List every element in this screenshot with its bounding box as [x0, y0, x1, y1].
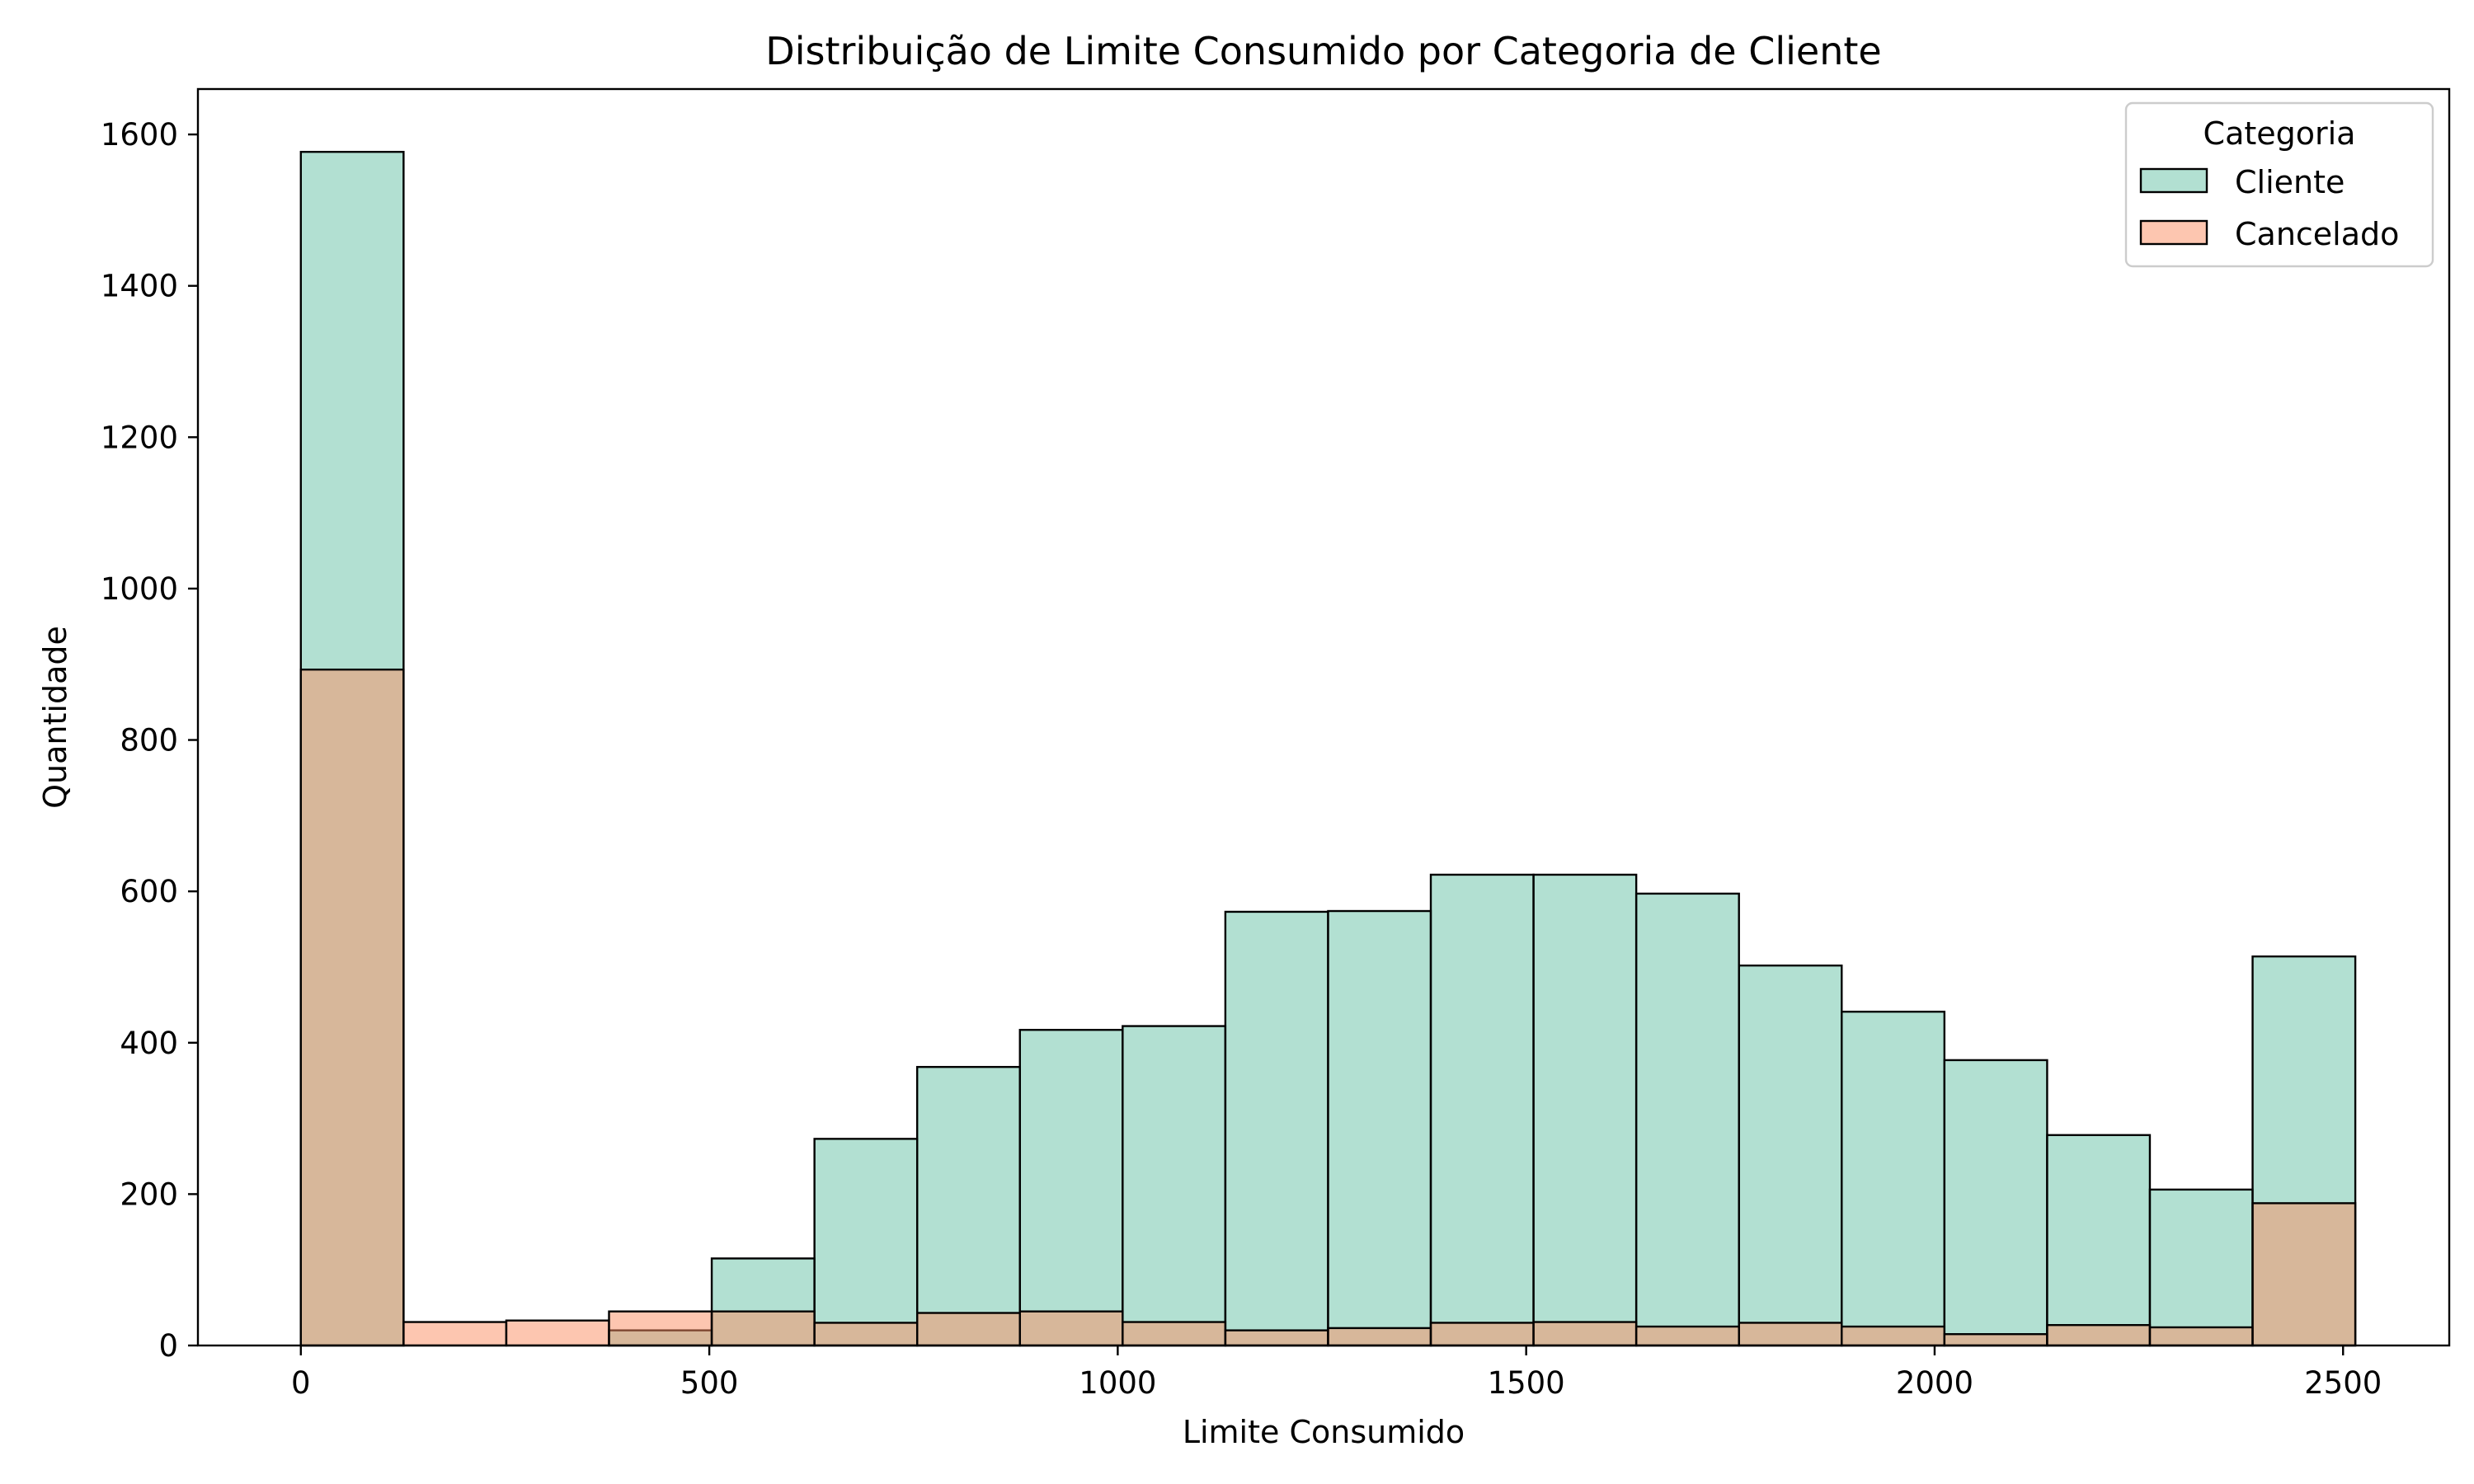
bar-cliente-18	[2148, 1188, 2254, 1347]
y-tick-label: 1400	[101, 269, 178, 304]
y-tick-label: 1000	[101, 571, 178, 607]
legend-label-cliente: Cliente	[2235, 164, 2345, 200]
bar-cancelado-6	[915, 1312, 1021, 1347]
bar-cancelado-18	[2148, 1326, 2254, 1347]
x-tick-label: 500	[680, 1365, 739, 1401]
legend-swatch-cancelado	[2139, 219, 2208, 246]
x-axis-label: Limite Consumido	[1183, 1414, 1465, 1450]
bar-cancelado-7	[1018, 1310, 1124, 1347]
x-tick-label: 2500	[2304, 1365, 2382, 1401]
bar-cancelado-14	[1738, 1322, 1843, 1347]
legend-swatch-cliente	[2139, 167, 2208, 194]
bar-cancelado-4	[710, 1310, 816, 1347]
bar-cancelado-9	[1224, 1329, 1329, 1347]
bar-cancelado-16	[1943, 1333, 2048, 1347]
bar-cancelado-11	[1429, 1322, 1535, 1347]
bar-cliente-7	[1018, 1028, 1124, 1347]
legend-title: Categoria	[2204, 115, 2356, 152]
bar-cancelado-5	[813, 1322, 919, 1347]
bar-cliente-10	[1327, 909, 1432, 1347]
bar-cancelado-13	[1634, 1325, 1740, 1347]
x-tick-label: 0	[291, 1365, 311, 1401]
bar-cancelado-12	[1532, 1321, 1638, 1347]
bar-cliente-13	[1634, 892, 1740, 1347]
bar-cliente-14	[1738, 964, 1843, 1347]
x-tick-label: 1000	[1079, 1365, 1156, 1401]
bar-cancelado-8	[1122, 1321, 1227, 1347]
y-tick-label: 600	[120, 874, 178, 909]
bar-cancelado-0	[299, 668, 405, 1347]
y-tick-label: 800	[120, 723, 178, 758]
y-tick-label: 200	[120, 1176, 178, 1212]
bar-cancelado-1	[402, 1321, 508, 1347]
bar-cliente-5	[813, 1138, 919, 1347]
bar-cancelado-15	[1841, 1325, 1946, 1347]
y-axis: 0 200 400 600 800 1000 1200 1400 1600	[101, 117, 198, 1364]
legend: Categoria Cliente Cancelado	[2124, 101, 2434, 268]
x-axis: 0 500 1000 1500 2000 2500	[291, 1345, 2382, 1401]
legend-label-cancelado: Cancelado	[2235, 216, 2399, 252]
bar-cliente-6	[915, 1065, 1021, 1347]
bar-cancelado-2	[505, 1319, 610, 1347]
x-tick-label: 2000	[1896, 1365, 1973, 1401]
bar-cliente-16	[1943, 1059, 2048, 1347]
plot-frame	[196, 87, 2451, 1347]
x-tick-label: 1500	[1488, 1365, 1565, 1401]
bar-cancelado-19	[2251, 1202, 2357, 1347]
y-tick-label: 1200	[101, 420, 178, 455]
bar-cancelado-10	[1327, 1327, 1432, 1347]
y-tick-label: 0	[158, 1328, 178, 1364]
bar-cliente-8	[1122, 1025, 1227, 1347]
y-tick-label: 400	[120, 1026, 178, 1061]
bar-cliente-17	[2046, 1134, 2152, 1347]
bar-cliente-15	[1841, 1010, 1946, 1347]
bar-cliente-12	[1532, 873, 1638, 1347]
bar-cancelado-3	[608, 1310, 713, 1347]
bar-cliente-11	[1429, 873, 1535, 1347]
bar-cliente-9	[1224, 910, 1329, 1347]
chart-title: Distribuição de Limite Consumido por Cat…	[765, 29, 1881, 73]
bars-layer	[299, 150, 2357, 1347]
y-axis-label: Quantidade	[37, 626, 73, 809]
y-tick-label: 1600	[101, 117, 178, 153]
bar-cancelado-17	[2046, 1324, 2152, 1347]
